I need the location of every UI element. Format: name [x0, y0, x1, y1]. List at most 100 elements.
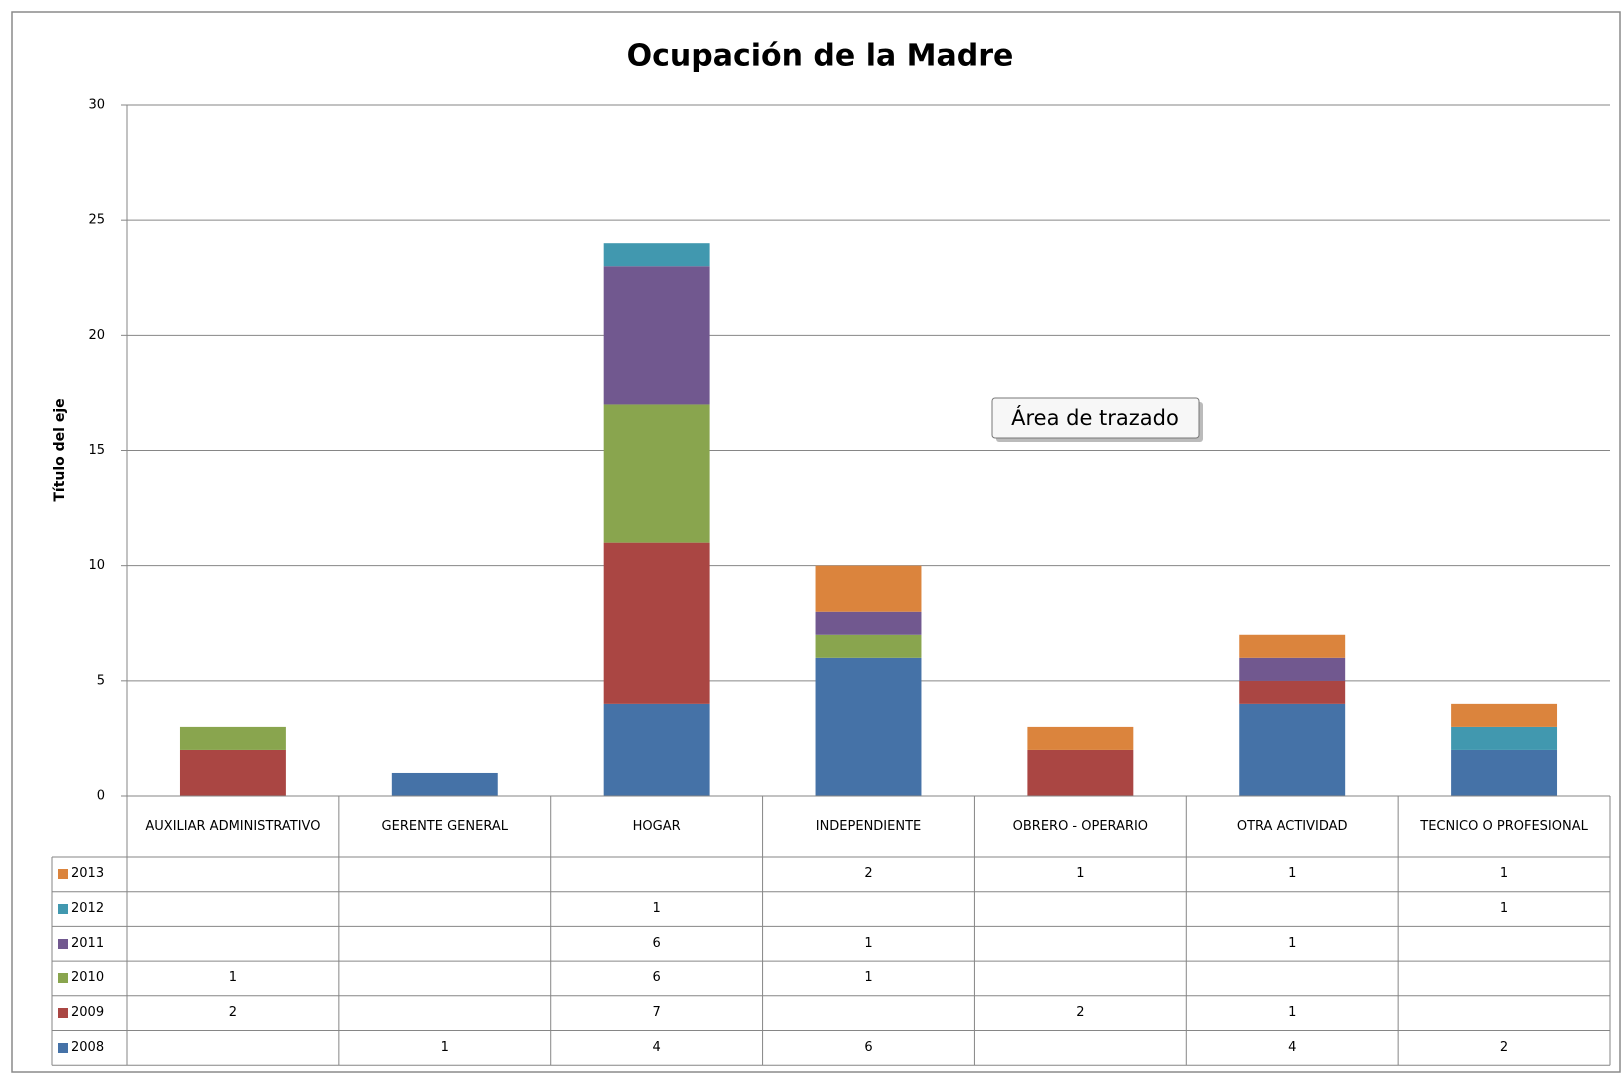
legend-entry: 2012 — [52, 892, 127, 927]
x-tick-label: HOGAR — [632, 818, 681, 834]
x-tick-label-box: INDEPENDIENTE — [815, 818, 922, 834]
y-tick-label: 10 — [88, 558, 105, 573]
table-value: 6 — [652, 935, 661, 951]
legend-entry: 2008 — [52, 1031, 127, 1066]
chart-frame — [11, 11, 1621, 1073]
legend-swatch — [58, 1008, 68, 1019]
bar-segment — [815, 611, 922, 635]
bar-segment — [1239, 634, 1346, 658]
table-value: 4 — [1288, 1039, 1297, 1055]
legend-swatch — [58, 904, 68, 915]
table-value-box: 2 — [1076, 1005, 1084, 1020]
table-value-box: 7 — [652, 1005, 660, 1020]
table-value: 1 — [1288, 866, 1297, 882]
x-tick-label-box: HOGAR — [632, 818, 681, 834]
x-tick-label-box: AUXILIAR ADMINISTRATIVO — [145, 818, 321, 834]
table-value-box: 1 — [1499, 866, 1509, 882]
bar-segment — [1027, 726, 1134, 750]
x-tick-label-box: TECNICO O PROFESIONAL — [1420, 818, 1588, 834]
y-tick-label: 15 — [88, 443, 105, 458]
legend-swatch — [58, 1042, 68, 1053]
table-value-box: 1 — [1288, 935, 1297, 951]
table-value: 1 — [228, 970, 238, 986]
table-value-box: 1 — [1288, 1005, 1297, 1021]
table-value-box: 6 — [864, 1040, 872, 1055]
legend-label: 2008 — [71, 1039, 105, 1055]
legend-entry-box: 2008 — [52, 1031, 127, 1066]
legend-entry-box: 2010 — [52, 961, 127, 996]
table-value: 1 — [440, 1039, 449, 1055]
table-value-box: 1 — [1288, 866, 1297, 882]
table-value-box: 1 — [1499, 901, 1509, 917]
x-tick-label: INDEPENDIENTE — [815, 818, 922, 834]
bar-segment — [179, 726, 286, 750]
legend-swatch — [58, 938, 68, 949]
bar-segment — [391, 772, 498, 796]
table-value-box: 6 — [652, 935, 661, 951]
legend-label: 2009 — [71, 1005, 105, 1021]
tooltip-text: Área de trazado — [1011, 405, 1179, 430]
legend-entry-box: 2013 — [52, 857, 127, 892]
legend-swatch — [58, 973, 68, 984]
table-value: 1 — [1288, 1005, 1297, 1021]
legend-entry-box: 2009 — [52, 996, 127, 1031]
x-tick-label: GERENTE GENERAL — [381, 818, 508, 834]
x-tick-label: AUXILIAR ADMINISTRATIVO — [145, 818, 321, 834]
table-value-box: 6 — [652, 970, 661, 986]
y-axis-label: Título del eje — [52, 398, 68, 501]
legend-entry: 2011 — [52, 926, 127, 961]
table-value-box: 2 — [228, 1005, 238, 1021]
table-value: 6 — [652, 970, 661, 986]
y-tick-label: 30 — [88, 98, 105, 113]
bar-segment — [603, 703, 710, 796]
table-value-box: 1 — [1076, 866, 1084, 881]
x-tick-label-box: GERENTE GENERAL — [381, 818, 508, 834]
y-tick-label: 0 — [97, 789, 105, 804]
y-tick-label: 25 — [88, 213, 105, 228]
bar-segment — [1451, 749, 1558, 796]
table-value: 1 — [1499, 866, 1509, 882]
legend-entry: 2009 — [52, 996, 127, 1031]
bar-segment — [1451, 703, 1558, 727]
legend-swatch — [58, 869, 68, 880]
tooltip — [991, 397, 1200, 439]
bar-segment — [815, 565, 922, 612]
bar-segment — [1239, 680, 1346, 704]
bar-segment — [603, 266, 710, 405]
table-value-box: 1 — [864, 970, 873, 986]
table-value: 1 — [864, 970, 873, 986]
legend-entry-box: 2012 — [52, 892, 127, 927]
table-value-box: 1 — [228, 970, 238, 986]
table-value: 1 — [1499, 901, 1509, 917]
table-value: 1 — [1288, 935, 1297, 951]
table-value-box: 1 — [440, 1039, 449, 1055]
legend-label: 2012 — [71, 901, 105, 917]
legend-entry: 2010 — [52, 961, 127, 996]
x-tick-label: TECNICO O PROFESIONAL — [1420, 818, 1588, 834]
y-tick-label: 5 — [97, 673, 105, 688]
bar-segment — [815, 634, 922, 658]
legend-label: 2011 — [71, 935, 105, 951]
bar-segment — [815, 657, 922, 796]
table-value-box: 1 — [652, 901, 660, 916]
bar-segment — [179, 749, 286, 796]
chart-title: Ocupación de la Madre — [627, 39, 1014, 74]
y-tick-label: 20 — [88, 328, 105, 343]
table-value: 2 — [864, 866, 873, 882]
bar-segment — [1239, 657, 1346, 681]
table-value-box: 2 — [1499, 1039, 1509, 1055]
legend-label: 2013 — [71, 866, 105, 882]
table-value: 2 — [228, 1005, 238, 1021]
bar-segment — [603, 243, 710, 267]
table-value-box: 2 — [864, 866, 873, 882]
legend-entry: 2013 — [52, 857, 127, 892]
bar-segment — [603, 542, 710, 704]
table-value: 1 — [864, 935, 873, 951]
bar-segment — [603, 404, 710, 543]
table-value: 2 — [1499, 1039, 1509, 1055]
table-value-box: 4 — [1288, 1039, 1297, 1055]
x-tick-label: OBRERO - OPERARIO — [1012, 818, 1149, 834]
legend-label: 2010 — [71, 970, 105, 986]
bar-segment — [1239, 703, 1346, 796]
